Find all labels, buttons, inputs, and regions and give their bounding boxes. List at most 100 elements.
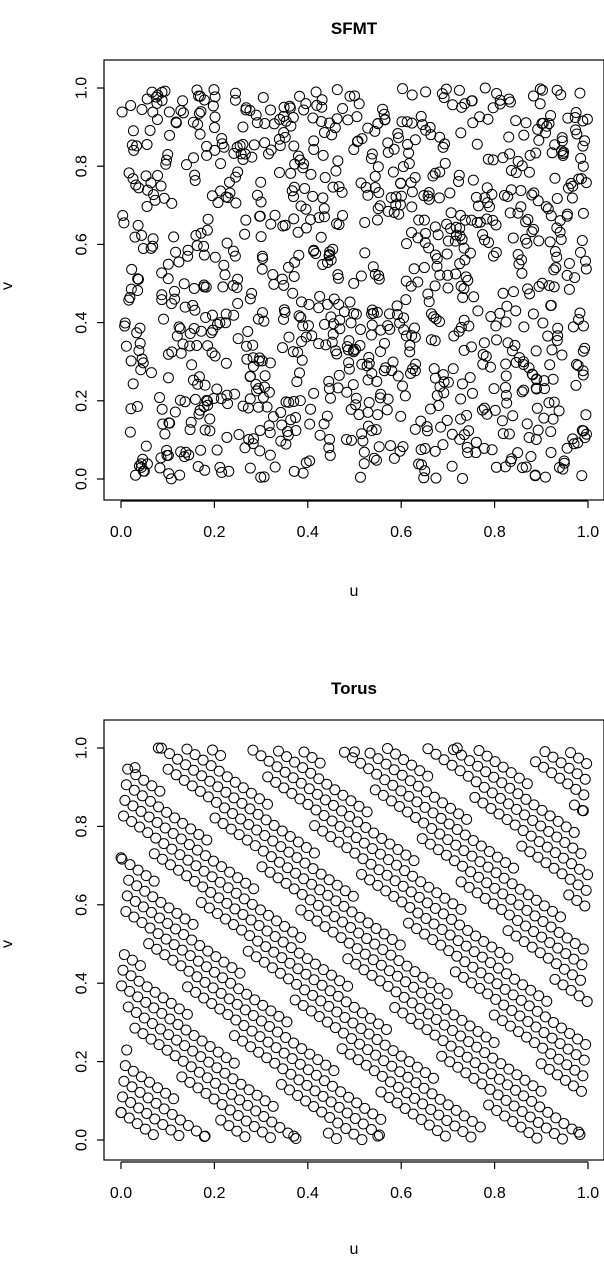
data-point bbox=[387, 1045, 399, 1057]
data-point bbox=[118, 1075, 130, 1087]
data-point bbox=[349, 343, 361, 355]
data-point bbox=[488, 1009, 500, 1021]
data-point bbox=[300, 98, 312, 110]
data-point bbox=[478, 936, 490, 948]
data-point bbox=[155, 180, 167, 192]
data-point bbox=[337, 103, 349, 115]
data-point bbox=[143, 1076, 155, 1088]
data-point bbox=[402, 1071, 414, 1083]
data-point bbox=[404, 901, 416, 913]
data-point bbox=[293, 1074, 305, 1086]
data-point bbox=[183, 449, 195, 461]
data-point bbox=[191, 84, 203, 96]
data-point bbox=[400, 849, 412, 861]
data-point bbox=[575, 974, 587, 986]
data-point bbox=[474, 1121, 486, 1133]
data-point bbox=[374, 200, 386, 212]
data-point bbox=[131, 401, 143, 413]
data-point bbox=[247, 339, 259, 351]
data-point bbox=[227, 245, 239, 257]
data-point bbox=[126, 263, 138, 275]
data-point bbox=[262, 909, 274, 921]
data-point bbox=[524, 846, 536, 858]
data-point bbox=[288, 1037, 300, 1049]
data-point bbox=[397, 441, 409, 453]
data-point bbox=[303, 783, 315, 795]
data-point bbox=[244, 293, 256, 305]
data-point bbox=[288, 213, 300, 225]
data-point bbox=[487, 102, 499, 114]
data-point bbox=[251, 824, 263, 836]
data-point bbox=[462, 924, 474, 936]
data-point bbox=[431, 887, 443, 899]
data-point bbox=[369, 181, 381, 193]
data-point bbox=[298, 746, 310, 758]
data-point bbox=[230, 1014, 242, 1026]
data-point bbox=[365, 1124, 377, 1135]
data-point bbox=[575, 152, 587, 164]
data-point bbox=[282, 425, 294, 437]
data-point bbox=[145, 367, 157, 379]
data-point bbox=[462, 770, 474, 782]
data-point bbox=[249, 994, 261, 1006]
data-point bbox=[561, 442, 573, 454]
data-point bbox=[396, 896, 408, 908]
data-point bbox=[364, 874, 376, 886]
data-point bbox=[344, 296, 356, 308]
data-point bbox=[555, 911, 567, 923]
data-point bbox=[132, 864, 144, 876]
data-point bbox=[316, 94, 328, 106]
data-point bbox=[182, 250, 194, 262]
data-point bbox=[427, 1072, 439, 1084]
data-point bbox=[133, 1102, 145, 1114]
data-point bbox=[213, 765, 225, 777]
data-point bbox=[374, 392, 386, 404]
data-point bbox=[458, 1110, 470, 1122]
data-point bbox=[125, 283, 137, 295]
data-point bbox=[194, 785, 206, 797]
data-point bbox=[315, 995, 327, 1007]
data-point bbox=[152, 1082, 164, 1094]
data-point bbox=[441, 248, 453, 260]
data-point bbox=[363, 357, 375, 369]
data-point bbox=[417, 1098, 429, 1110]
data-point bbox=[456, 378, 468, 390]
data-point bbox=[498, 999, 510, 1011]
data-point bbox=[318, 1075, 330, 1087]
data-point bbox=[124, 292, 136, 304]
data-point bbox=[160, 154, 172, 166]
data-point bbox=[327, 799, 339, 811]
data-point bbox=[148, 875, 160, 887]
data-point bbox=[401, 238, 413, 250]
data-point bbox=[565, 747, 577, 759]
data-point bbox=[315, 868, 327, 880]
data-point bbox=[298, 158, 310, 170]
data-point bbox=[468, 291, 480, 303]
data-point bbox=[489, 882, 501, 894]
data-point bbox=[332, 272, 344, 284]
data-point bbox=[545, 210, 557, 222]
data-point bbox=[478, 234, 490, 246]
data-point bbox=[296, 888, 308, 900]
x-tick-label: 0.0 bbox=[110, 524, 132, 541]
data-point bbox=[482, 113, 494, 125]
data-point bbox=[392, 132, 404, 144]
x-tick-label: 0.8 bbox=[483, 1185, 505, 1202]
data-point bbox=[158, 313, 170, 325]
data-point bbox=[331, 84, 343, 96]
data-point bbox=[459, 956, 471, 968]
data-point bbox=[520, 793, 532, 805]
data-point bbox=[492, 962, 504, 974]
data-point bbox=[300, 968, 312, 980]
data-point bbox=[205, 760, 217, 772]
data-point bbox=[190, 986, 202, 998]
data-point bbox=[448, 1009, 460, 1021]
data-point bbox=[156, 853, 168, 865]
data-point bbox=[551, 1069, 563, 1081]
data-point bbox=[260, 814, 272, 826]
data-point bbox=[427, 807, 439, 819]
data-point bbox=[394, 939, 406, 951]
data-point bbox=[462, 447, 474, 459]
data-point bbox=[175, 833, 187, 845]
data-point bbox=[292, 1089, 304, 1101]
